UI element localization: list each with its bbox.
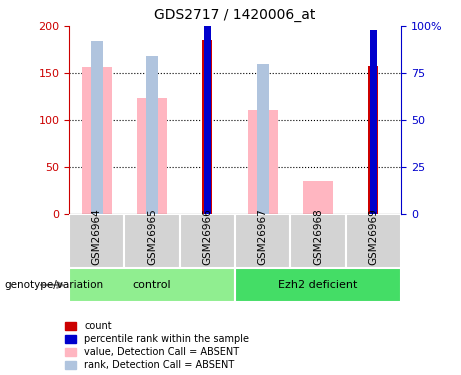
Text: GSM26967: GSM26967 [258,209,268,266]
Bar [82,67,112,214]
Legend: count, percentile rank within the sample, value, Detection Call = ABSENT, rank, : count, percentile rank within the sample… [65,321,249,370]
Text: GSM26966: GSM26966 [202,209,213,266]
Bar [146,56,158,214]
FancyBboxPatch shape [69,268,235,302]
Bar [91,41,103,214]
Bar [202,40,213,214]
Title: GDS2717 / 1420006_at: GDS2717 / 1420006_at [154,9,316,22]
Bar [257,64,269,214]
Text: GSM26968: GSM26968 [313,209,323,266]
Bar [248,110,278,214]
FancyBboxPatch shape [124,214,180,268]
Bar [370,30,377,214]
Bar [204,17,211,214]
FancyBboxPatch shape [290,214,346,268]
Bar [368,66,378,214]
Bar [303,181,333,214]
FancyBboxPatch shape [180,214,235,268]
Text: GSM26969: GSM26969 [368,209,378,266]
Bar [137,98,167,214]
Text: GSM26964: GSM26964 [92,209,102,266]
Text: GSM26965: GSM26965 [147,209,157,266]
Text: control: control [133,280,171,290]
FancyBboxPatch shape [69,214,124,268]
FancyBboxPatch shape [235,268,401,302]
FancyBboxPatch shape [235,214,290,268]
Text: genotype/variation: genotype/variation [5,280,104,290]
FancyBboxPatch shape [346,214,401,268]
Text: Ezh2 deficient: Ezh2 deficient [278,280,358,290]
